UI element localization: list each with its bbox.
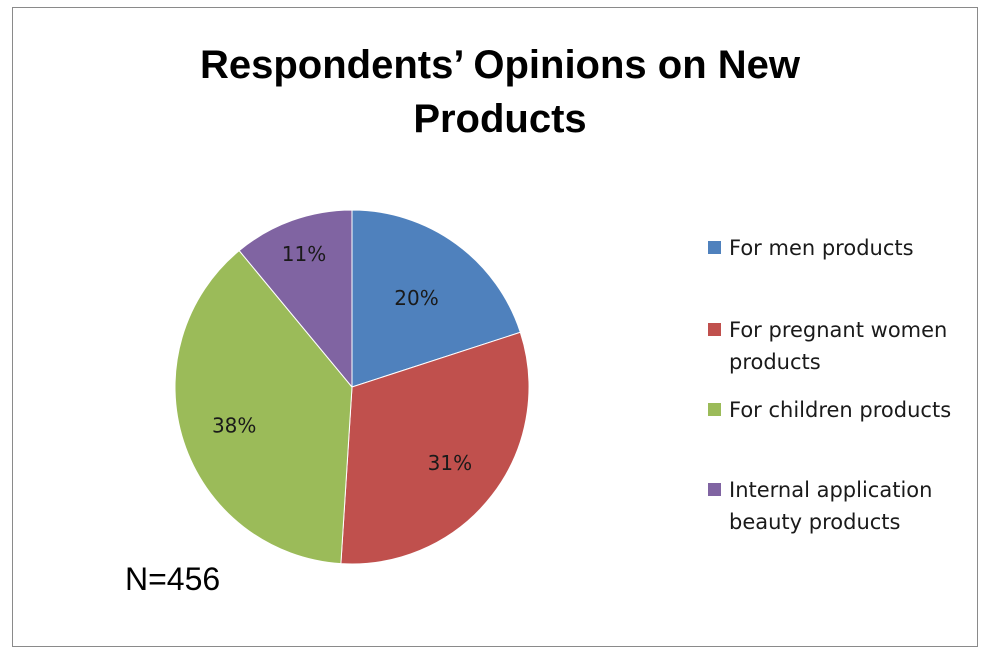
legend-swatch: [708, 323, 721, 336]
pie-slice-internal-beauty: [238, 209, 353, 389]
legend-label: For children products: [729, 398, 952, 422]
legend-item-children: For children products: [708, 394, 951, 426]
data-label-internal-beauty: 11%: [282, 242, 326, 266]
chart-title: Respondents’ Opinions on New Products: [199, 43, 801, 141]
sample-size-annotation: N=456: [125, 561, 221, 597]
data-label-children: 38%: [212, 413, 256, 437]
legend-item-men: For men products: [708, 232, 914, 264]
legend-item-internal-beauty: Internal application beauty products: [708, 474, 938, 538]
pie-slice-men: [351, 209, 521, 388]
legend-item-pregnant-women: For pregnant women products: [708, 314, 948, 378]
pie-slice-children: [174, 249, 353, 565]
legend-swatch: [708, 403, 721, 416]
pie-slice-pregnant-women: [340, 331, 530, 565]
data-label-men: 20%: [394, 286, 438, 310]
pie-chart: 20% 31% 38% 11%: [174, 209, 530, 565]
legend-label: Internal application beauty products: [729, 478, 933, 534]
legend-swatch: [708, 483, 721, 496]
data-label-pregnant-women: 31%: [428, 451, 472, 475]
legend-label: For men products: [729, 236, 914, 260]
legend-swatch: [708, 241, 721, 254]
legend-label: For pregnant women products: [729, 318, 948, 374]
